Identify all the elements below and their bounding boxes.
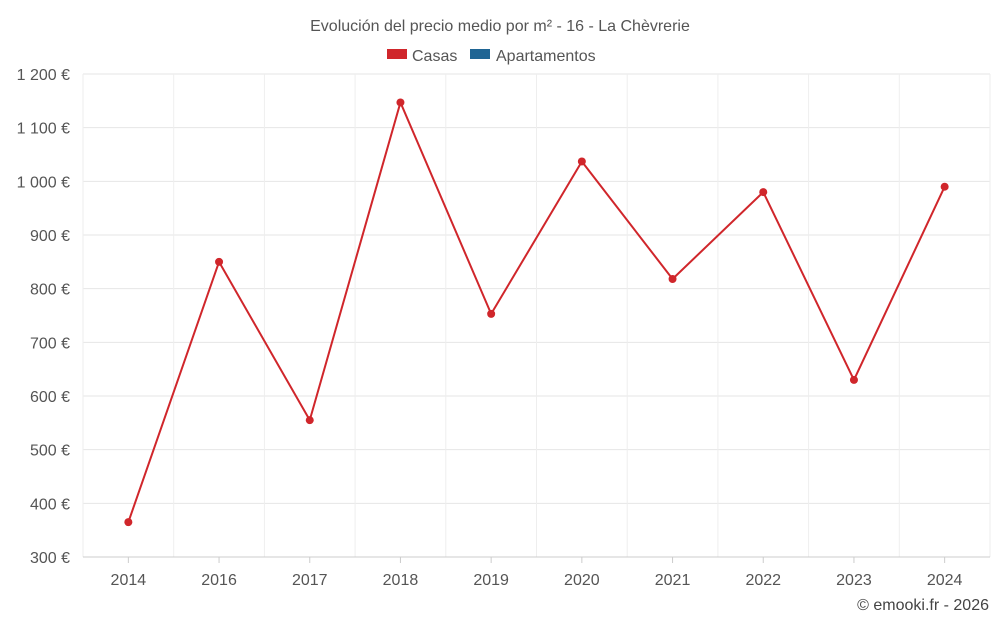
- x-tick-label-2022: 2022: [745, 572, 781, 589]
- data-point-casas-2019[interactable]: [487, 309, 496, 318]
- y-tick-label-900: 900 €: [30, 228, 70, 245]
- x-tick-label-2017: 2017: [292, 572, 328, 589]
- data-point-casas-2016[interactable]: [215, 257, 224, 266]
- x-tick-labels: 2014 2016 2017 2018 2019 2020 2021 2022 2023 2024: [111, 572, 963, 589]
- y-tick-label-500: 500 €: [30, 443, 70, 460]
- y-tick-label-1000: 1 000 €: [17, 174, 70, 191]
- x-tick-label-2023: 2023: [836, 572, 872, 589]
- x-tick-label-2020: 2020: [564, 572, 600, 589]
- grid-lines: [82, 73, 991, 558]
- series-casas: [124, 98, 949, 527]
- legend-swatch-apartamentos: [470, 49, 490, 59]
- y-tick-label-300: 300 €: [30, 550, 70, 567]
- x-tick-label-2021: 2021: [655, 572, 691, 589]
- data-point-casas-2023[interactable]: [849, 375, 858, 384]
- x-tick-label-2024: 2024: [927, 572, 963, 589]
- y-tick-label-400: 400 €: [30, 496, 70, 513]
- y-tick-label-1200: 1 200 €: [17, 67, 70, 84]
- y-tick-label-1100: 1 100 €: [17, 121, 70, 138]
- data-point-casas-2014[interactable]: [124, 518, 133, 527]
- x-tick-label-2019: 2019: [473, 572, 509, 589]
- data-point-casas-2018[interactable]: [396, 98, 405, 107]
- credit-text: © emooki.fr - 2026: [857, 597, 989, 614]
- y-tick-label-600: 600 €: [30, 389, 70, 406]
- legend: Casas Apartamentos: [387, 48, 596, 65]
- x-tick-label-2018: 2018: [383, 572, 419, 589]
- series-line-casas: [127, 101, 946, 523]
- data-point-casas-2022[interactable]: [759, 188, 768, 197]
- data-point-casas-2020[interactable]: [577, 157, 586, 166]
- data-point-casas-2024[interactable]: [940, 182, 949, 191]
- x-tick-label-2014: 2014: [111, 572, 147, 589]
- data-point-casas-2021[interactable]: [668, 275, 677, 284]
- legend-swatch-casas: [387, 49, 407, 59]
- chart-title: Evolución del precio medio por m² - 16 -…: [310, 18, 690, 35]
- y-tick-labels: 300 € 400 € 500 € 600 € 700 € 800 € 900 € 1 000…: [17, 67, 70, 567]
- x-tick-label-2016: 2016: [201, 572, 237, 589]
- legend-label-apartamentos[interactable]: Apartamentos: [496, 48, 596, 65]
- data-point-casas-2017[interactable]: [305, 416, 314, 425]
- legend-label-casas[interactable]: Casas: [412, 48, 457, 65]
- axes: [83, 556, 990, 563]
- y-tick-label-800: 800 €: [30, 282, 70, 299]
- y-tick-label-700: 700 €: [30, 335, 70, 352]
